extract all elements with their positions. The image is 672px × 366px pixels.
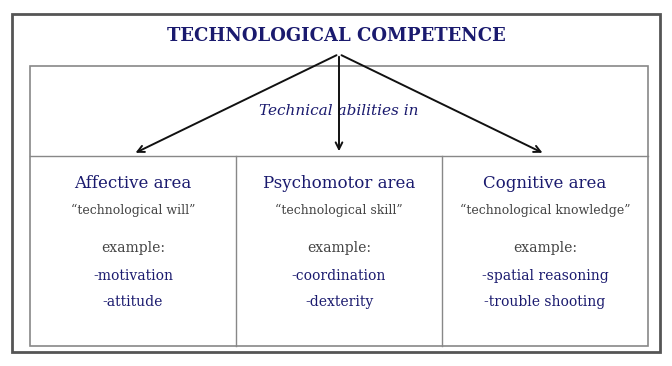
Text: example:: example: — [513, 241, 577, 255]
Text: Technical abilities in: Technical abilities in — [259, 104, 419, 118]
Text: Psychomotor area: Psychomotor area — [263, 176, 415, 193]
FancyBboxPatch shape — [30, 66, 648, 346]
Text: -spatial reasoning: -spatial reasoning — [482, 269, 608, 283]
Text: -coordination: -coordination — [292, 269, 386, 283]
FancyBboxPatch shape — [12, 14, 660, 352]
Text: Cognitive area: Cognitive area — [483, 176, 607, 193]
Text: “technological skill”: “technological skill” — [276, 203, 403, 217]
Text: TECHNOLOGICAL COMPETENCE: TECHNOLOGICAL COMPETENCE — [167, 27, 505, 45]
Text: -attitude: -attitude — [103, 295, 163, 309]
Text: -motivation: -motivation — [93, 269, 173, 283]
Text: “technological knowledge”: “technological knowledge” — [460, 203, 630, 217]
Text: “technological will”: “technological will” — [71, 203, 195, 217]
Text: example:: example: — [307, 241, 371, 255]
Text: Affective area: Affective area — [75, 176, 192, 193]
Text: example:: example: — [101, 241, 165, 255]
Text: -trouble shooting: -trouble shooting — [485, 295, 605, 309]
Text: -dexterity: -dexterity — [305, 295, 373, 309]
